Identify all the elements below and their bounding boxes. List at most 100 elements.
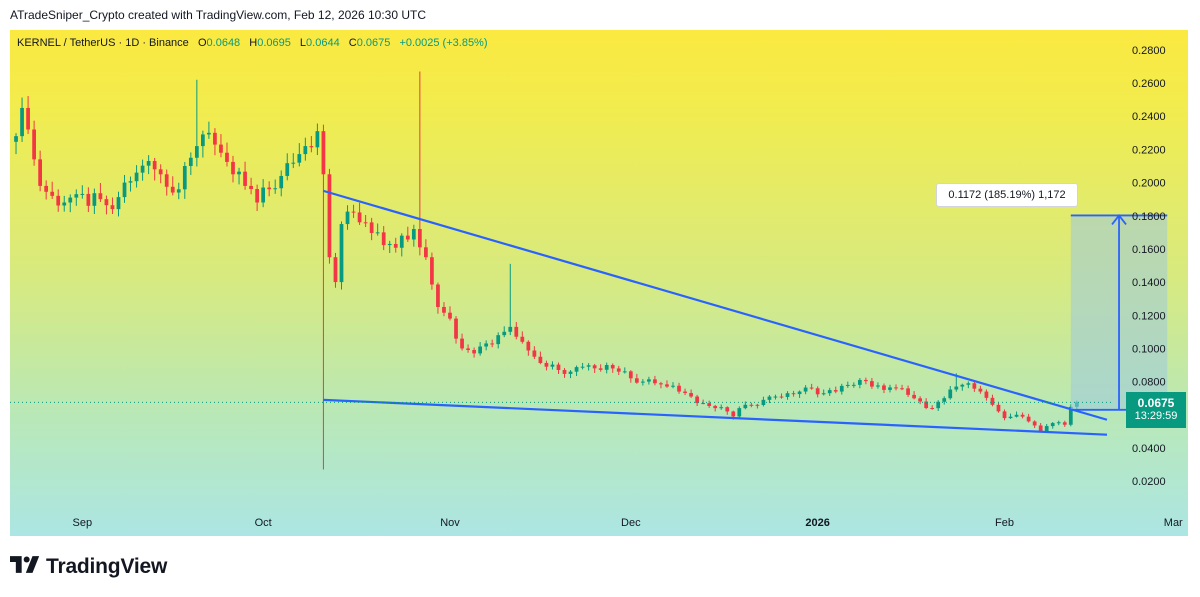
candle-body [562, 370, 567, 374]
candle-body [1038, 425, 1043, 432]
candle-body [580, 366, 585, 368]
candle-body [701, 403, 706, 405]
candle-body [291, 162, 296, 164]
candle-body [713, 405, 718, 409]
candle-body [454, 318, 458, 339]
candle-body [436, 284, 440, 307]
candle-body [80, 193, 85, 195]
candle-body [556, 364, 561, 370]
candle-body [532, 350, 537, 357]
candle-body [14, 136, 18, 142]
symbol-legend: KERNEL / TetherUS · 1D · Binance O0.0648… [17, 37, 494, 49]
candle-body [918, 398, 922, 402]
candle-body [689, 393, 693, 397]
candle-body [267, 187, 272, 190]
x-tick-label: Mar [1164, 517, 1183, 529]
last-price: 0.0675 [1137, 396, 1175, 410]
candle-body [1014, 414, 1019, 417]
candle-body [653, 379, 657, 384]
candle-body [92, 193, 97, 206]
trendline-upper [323, 189, 1108, 421]
candle-body [725, 407, 730, 412]
candle-body [375, 232, 380, 234]
chart-area[interactable]: 0.02000.04000.06000.08000.10000.12000.14… [10, 30, 1188, 536]
candle-body [110, 205, 115, 210]
brand-name: TradingView [46, 555, 168, 578]
candle-body [424, 247, 428, 258]
candle-body [86, 193, 91, 206]
candle-body [990, 397, 995, 405]
symbol-name[interactable]: KERNEL / TetherUS · 1D · Binance [17, 37, 189, 49]
candle-body [213, 132, 217, 145]
price-chart[interactable]: 0.02000.04000.06000.08000.10000.12000.14… [10, 30, 1188, 536]
candle-body [297, 154, 302, 163]
candle-body [647, 379, 651, 382]
candle-body [930, 408, 935, 410]
candle-body [405, 235, 410, 240]
y-tick-label: 0.1000 [1132, 343, 1166, 355]
candle-body [544, 363, 549, 367]
candle-body [369, 222, 374, 233]
candle-body [1062, 422, 1067, 425]
candle-body [996, 404, 1001, 412]
candle-body [845, 384, 850, 386]
candle-body [520, 336, 525, 342]
change-value: +0.0025 (+3.85%) [399, 37, 488, 49]
candle-body [44, 185, 49, 192]
candle-body [1026, 416, 1031, 422]
candle-body [641, 381, 645, 383]
candle-body [104, 199, 109, 206]
price-range-arrow-head [1111, 213, 1127, 225]
candle-body [339, 224, 344, 283]
candle-body [134, 172, 139, 182]
last-price-tag: 0.0675 13:29:59 [1126, 392, 1186, 428]
y-tick-label: 0.2400 [1132, 111, 1166, 123]
candle-body [243, 171, 247, 186]
y-tick-label: 0.1800 [1132, 211, 1166, 223]
candle-body [74, 194, 79, 198]
candle-body [1032, 421, 1037, 426]
bar-countdown: 13:29:59 [1134, 410, 1178, 422]
candle-body [255, 189, 259, 203]
candle-body [1068, 406, 1073, 425]
x-tick-label: Nov [440, 517, 460, 529]
candle-body [261, 187, 266, 203]
candle-body [363, 222, 368, 224]
candle-body [478, 346, 482, 354]
y-tick-label: 0.1600 [1132, 244, 1166, 256]
candle-body [219, 144, 223, 153]
candle-body [152, 161, 157, 170]
candle-body [604, 365, 609, 370]
candle-body [797, 391, 802, 395]
candle-body [1056, 422, 1061, 424]
candle-body [309, 146, 314, 148]
y-tick-label: 0.0400 [1132, 443, 1166, 455]
candle-body [749, 404, 754, 406]
low-label: L [299, 37, 307, 49]
y-tick-label: 0.2800 [1132, 45, 1166, 57]
brand[interactable]: TradingView [10, 555, 167, 579]
candle-body [351, 211, 356, 213]
candle-body [273, 188, 278, 190]
price-range-label[interactable]: 0.1172 (185.19%) 1,172 [936, 183, 1078, 207]
candle-body [803, 387, 808, 392]
high-value: 0.0695 [257, 37, 291, 49]
candle-body [164, 174, 169, 187]
y-tick-label: 0.1200 [1132, 310, 1166, 322]
candle-body [665, 384, 669, 387]
candle-body [574, 367, 579, 372]
candle-body [743, 404, 748, 409]
candle-body [116, 197, 121, 210]
y-tick-label: 0.0200 [1132, 476, 1166, 488]
candle-body [68, 197, 73, 203]
candle-body [1020, 414, 1025, 417]
candle-body [303, 146, 308, 155]
candle-body [357, 212, 362, 223]
candle-body [158, 169, 163, 175]
candle-body [568, 371, 573, 374]
candle-body [1044, 426, 1049, 432]
candle-body [833, 390, 838, 392]
candle-body [98, 193, 103, 200]
candle-body [1008, 416, 1013, 419]
candle-body [628, 371, 633, 379]
